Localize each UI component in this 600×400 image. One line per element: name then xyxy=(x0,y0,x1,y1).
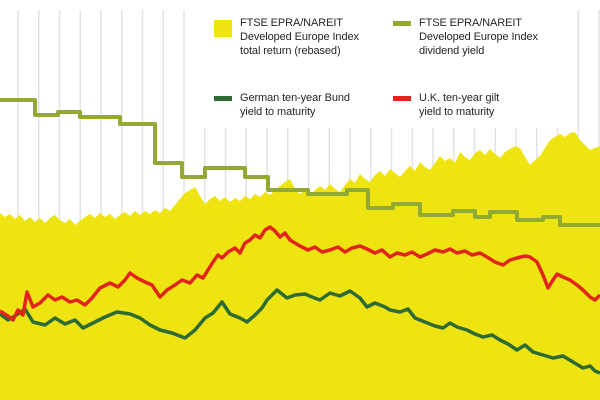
legend-item-gilt-yield: U.K. ten-year gilt yield to maturity xyxy=(393,91,572,128)
dividend-yield-step-line xyxy=(0,98,600,227)
legend-label-total-return: FTSE EPRA/NAREIT Developed Europe Index … xyxy=(240,16,359,58)
legend-label-bund-yield: German ten-year Bund yield to maturity xyxy=(240,91,350,119)
legend-item-total-return: FTSE EPRA/NAREIT Developed Europe Index … xyxy=(214,16,393,67)
legend-label-line: yield to maturity xyxy=(419,106,495,118)
bund-yield-swatch-icon xyxy=(214,96,232,101)
bund-yield-line xyxy=(0,288,600,375)
gilt-yield-line xyxy=(0,225,600,322)
legend-label-line: Developed Europe Index xyxy=(419,31,538,43)
legend-label-line: Developed Europe Index xyxy=(240,31,359,43)
legend-label-line: yield to maturity xyxy=(240,106,316,118)
legend-label-line: total return (rebased) xyxy=(240,45,341,57)
legend-label-line: FTSE EPRA/NAREIT xyxy=(240,17,343,29)
legend-label-line: dividend yield xyxy=(419,45,485,57)
total-return-area xyxy=(0,132,600,400)
legend-label-gilt-yield: U.K. ten-year gilt yield to maturity xyxy=(419,91,499,119)
legend-item-bund-yield: German ten-year Bund yield to maturity xyxy=(214,91,393,128)
legend-label-line: FTSE EPRA/NAREIT xyxy=(419,17,522,29)
legend-label-line: German ten-year Bund xyxy=(240,92,350,104)
legend-label-dividend-yield: FTSE EPRA/NAREIT Developed Europe Index … xyxy=(419,16,538,58)
total-return-swatch-icon xyxy=(214,20,232,37)
legend-label-line: U.K. ten-year gilt xyxy=(419,92,500,104)
legend-item-dividend-yield: FTSE EPRA/NAREIT Developed Europe Index … xyxy=(393,16,572,67)
dividend-yield-swatch-icon xyxy=(393,21,411,26)
legend: FTSE EPRA/NAREIT Developed Europe Index … xyxy=(196,0,572,128)
gilt-yield-swatch-icon xyxy=(393,96,411,101)
